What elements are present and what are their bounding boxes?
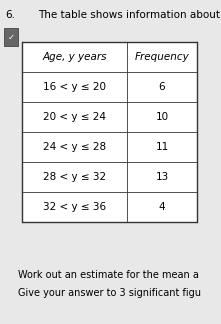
Text: 10: 10 bbox=[155, 112, 169, 122]
Text: Give your answer to 3 significant figu: Give your answer to 3 significant figu bbox=[18, 288, 201, 298]
Text: 13: 13 bbox=[155, 172, 169, 182]
Text: 16 < y ≤ 20: 16 < y ≤ 20 bbox=[43, 82, 106, 92]
Text: 11: 11 bbox=[155, 142, 169, 152]
Text: 32 < y ≤ 36: 32 < y ≤ 36 bbox=[43, 202, 106, 212]
Text: 4: 4 bbox=[159, 202, 165, 212]
Text: Frequency: Frequency bbox=[135, 52, 189, 62]
Text: 28 < y ≤ 32: 28 < y ≤ 32 bbox=[43, 172, 106, 182]
Text: 20 < y ≤ 24: 20 < y ≤ 24 bbox=[43, 112, 106, 122]
Text: 6: 6 bbox=[159, 82, 165, 92]
Text: Work out an estimate for the mean a: Work out an estimate for the mean a bbox=[18, 270, 199, 280]
Text: Age, y years: Age, y years bbox=[42, 52, 107, 62]
Text: 6.: 6. bbox=[5, 10, 15, 20]
Text: The table shows information about the: The table shows information about the bbox=[38, 10, 221, 20]
Bar bbox=[22, 42, 197, 222]
Text: ✓: ✓ bbox=[8, 32, 15, 41]
Text: 24 < y ≤ 28: 24 < y ≤ 28 bbox=[43, 142, 106, 152]
Bar bbox=[4, 28, 18, 46]
